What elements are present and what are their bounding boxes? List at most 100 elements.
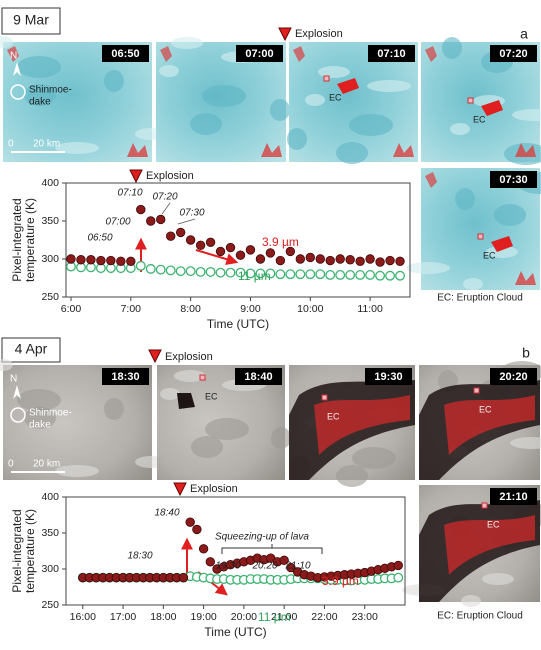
- frame-time: 07:00: [245, 48, 273, 60]
- texture: [349, 114, 393, 136]
- x-axis-label: Time (UTC): [204, 625, 266, 639]
- x-tick-label: 18:00: [150, 611, 176, 623]
- y-tick-label: 300: [41, 253, 59, 265]
- plot-frame: [65, 496, 406, 606]
- texture: [486, 246, 518, 258]
- texture: [0, 359, 13, 371]
- texture: [482, 573, 514, 585]
- data-point: [135, 260, 146, 271]
- data-point: [205, 557, 216, 567]
- data-point: [215, 246, 226, 257]
- data-point: [355, 270, 366, 280]
- texture: [287, 128, 307, 150]
- annotation: 06:50: [87, 233, 112, 244]
- texture: [191, 436, 223, 458]
- hotspot: [515, 271, 536, 285]
- texture: [318, 66, 350, 78]
- leader: [177, 218, 196, 225]
- texture: [336, 142, 368, 164]
- x-tick-label: 8:00: [180, 303, 201, 315]
- vent: [323, 75, 330, 82]
- texture: [24, 407, 56, 429]
- data-point: [185, 235, 196, 245]
- data-point: [165, 231, 176, 241]
- ec-label: EC: [473, 114, 486, 124]
- plume-edge: [314, 395, 410, 455]
- texture: [24, 84, 56, 106]
- texture: [455, 188, 475, 210]
- vent: [473, 387, 480, 394]
- texture: [174, 370, 206, 382]
- note: EC: Eruption Cloud: [437, 611, 523, 622]
- hotspot: [7, 46, 19, 62]
- data-point: [305, 252, 315, 263]
- vent: [477, 233, 484, 240]
- y-tick-label: 350: [41, 527, 59, 539]
- texture: [159, 65, 179, 77]
- series-label: 3.9 µm: [322, 574, 359, 588]
- x-tick-label: 11:00: [357, 303, 383, 315]
- x-tick-label: 22:00: [311, 611, 337, 623]
- annotation: Squeezing-up of lava: [215, 532, 309, 543]
- hotspot: [425, 46, 437, 62]
- texture: [442, 37, 462, 59]
- north-arrow: [13, 385, 21, 399]
- date-label: 9 Mar: [13, 12, 49, 28]
- x-tick-label: 17:00: [110, 611, 136, 623]
- volcano-label: Shinmoe-: [29, 85, 72, 96]
- time-box: [102, 45, 149, 62]
- data-point: [365, 270, 376, 280]
- data-point: [255, 268, 266, 279]
- texture: [463, 278, 483, 290]
- data-point: [175, 266, 186, 277]
- data-point: [345, 255, 355, 265]
- x-tick-label: 19:00: [190, 611, 216, 623]
- hotspot: [127, 143, 148, 157]
- data-point: [156, 214, 166, 225]
- data-point: [225, 267, 236, 278]
- explosion-marker: [278, 27, 292, 42]
- hotspot: [425, 172, 437, 188]
- eruption-cloud: [491, 236, 513, 252]
- data-point: [295, 254, 306, 264]
- time-box: [490, 488, 537, 505]
- data-point: [126, 256, 136, 266]
- time-box: [490, 45, 537, 62]
- series-label: 11 µm: [258, 610, 291, 624]
- data-point: [285, 246, 296, 257]
- hotspot: [393, 143, 414, 157]
- data-point: [393, 560, 403, 571]
- time-box: [490, 171, 537, 188]
- annotation: 07:30: [179, 208, 204, 219]
- frame-time: 21:10: [499, 491, 527, 503]
- north-label: N: [10, 374, 17, 385]
- series-label: 3.9 µm: [262, 235, 299, 249]
- y-tick-label: 300: [41, 563, 59, 575]
- x-tick-label: 16:00: [70, 611, 96, 623]
- data-point: [205, 237, 216, 247]
- y-axis-label: temperature (K): [23, 509, 37, 593]
- texture: [406, 262, 450, 274]
- explosion-label: Explosion: [295, 28, 343, 40]
- frame-time: 06:50: [111, 48, 139, 60]
- date-box: [1, 337, 61, 363]
- scale-label: 0: [8, 139, 14, 150]
- texture: [55, 465, 99, 477]
- y-tick-label: 400: [41, 177, 59, 189]
- data-point: [178, 572, 189, 583]
- frame-time: 20:20: [499, 371, 527, 383]
- data-point: [265, 268, 276, 279]
- time-box: [102, 368, 149, 385]
- data-point: [205, 266, 216, 277]
- annotation: 21:10: [284, 561, 310, 572]
- data-point: [185, 266, 196, 277]
- plume-edge: [444, 515, 535, 575]
- data-point: [375, 257, 385, 267]
- data-point: [106, 255, 116, 266]
- x-tick-label: 6:00: [61, 303, 82, 315]
- texture: [512, 109, 541, 121]
- texture: [336, 465, 368, 487]
- texture: [352, 447, 396, 469]
- frame-time: 07:20: [499, 48, 527, 60]
